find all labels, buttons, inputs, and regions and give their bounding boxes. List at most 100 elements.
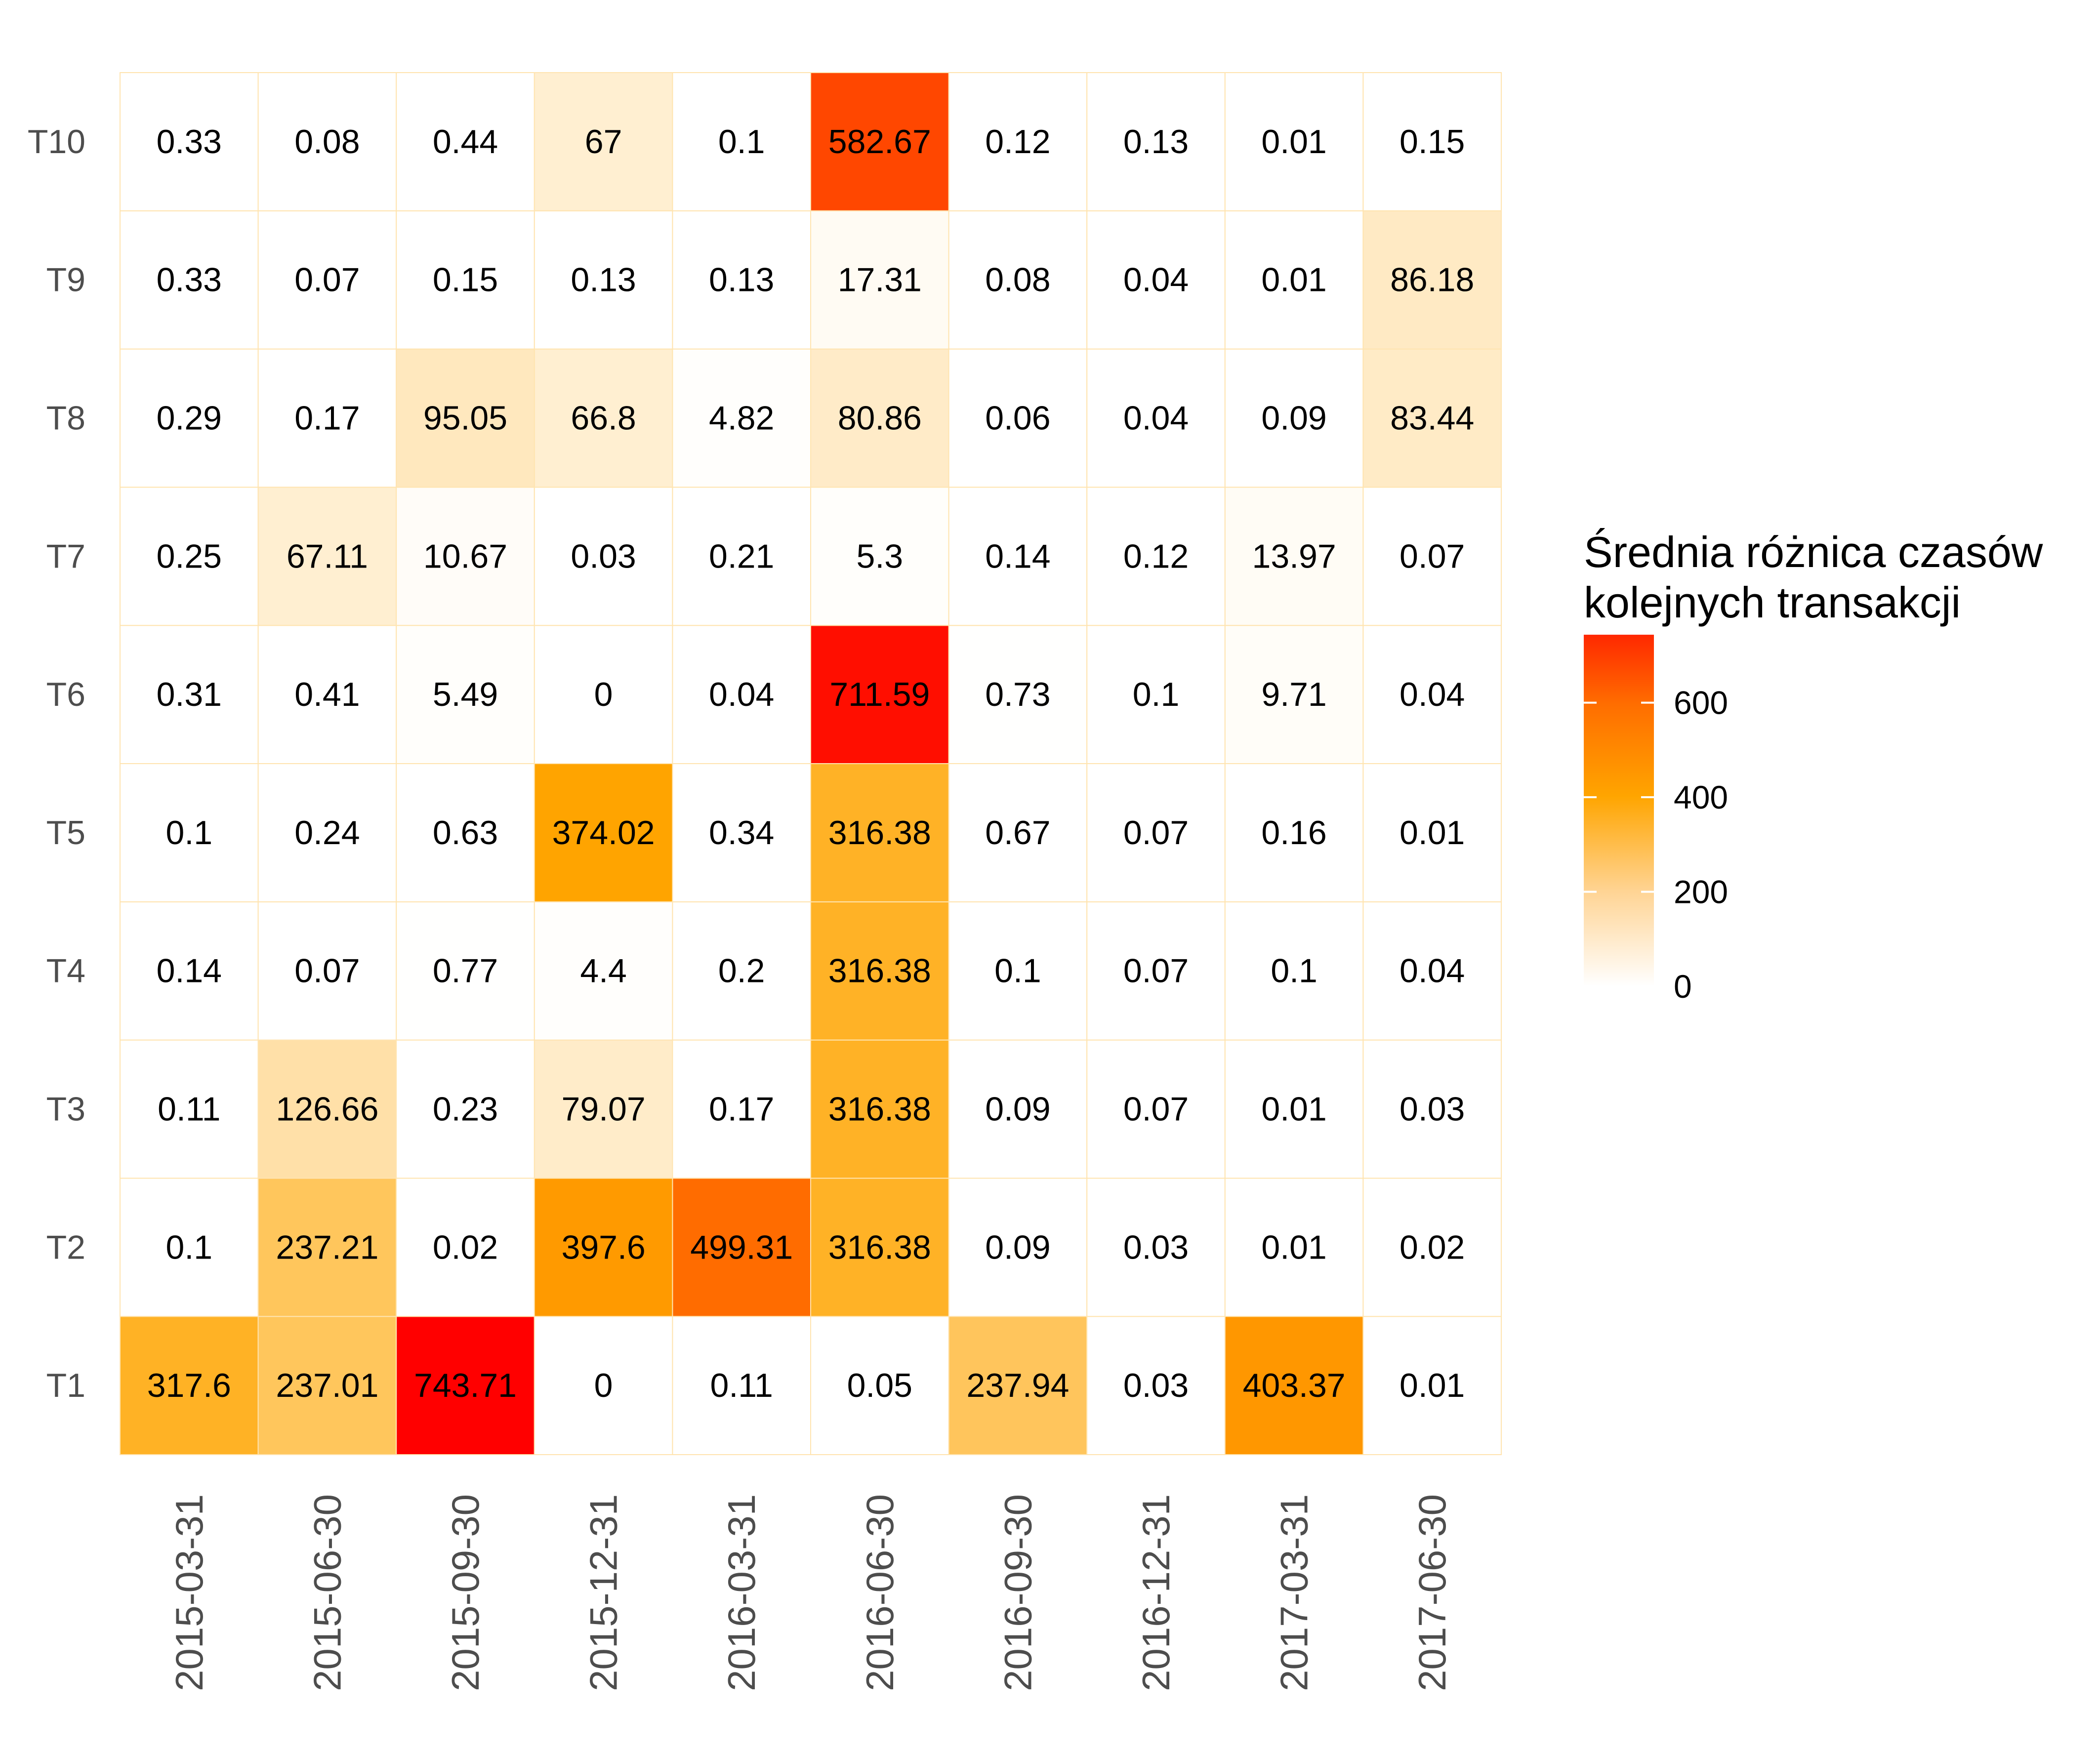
- heatmap-cell: [1362, 625, 1502, 764]
- heatmap-cell: [810, 487, 949, 626]
- cell-value-label: 0.29: [157, 400, 222, 437]
- x-tick-label: 2016-03-31: [720, 1494, 763, 1691]
- cell-value-label: 5.3: [857, 537, 904, 575]
- x-tick-label: 2015-03-31: [167, 1494, 211, 1691]
- cell-value-label: 0.07: [1123, 814, 1189, 852]
- heatmap-cell: [396, 1039, 535, 1179]
- heatmap-cell: [948, 901, 1088, 1041]
- cell-value-label: 0.11: [710, 1367, 773, 1404]
- cell-value-label: 13.97: [1252, 537, 1336, 575]
- heatmap-cell: [257, 1316, 397, 1455]
- legend-colorbar: [1584, 635, 1654, 986]
- cell-value-label: 0: [594, 676, 613, 713]
- heatmap-cell: [948, 763, 1088, 902]
- cell-value-label: 0.33: [157, 123, 222, 161]
- heatmap-cell: [1362, 72, 1502, 211]
- cell-value-label: 317.6: [147, 1367, 231, 1404]
- y-tick-label: T2: [46, 1228, 85, 1266]
- cell-value-label: 711.59: [829, 676, 930, 713]
- cell-value-label: 0: [594, 1367, 613, 1404]
- heatmap-cell: [1086, 763, 1226, 902]
- cell-value-label: 0.09: [985, 1091, 1050, 1128]
- y-tick-label: T1: [46, 1367, 85, 1404]
- heatmap-cell: [120, 1316, 259, 1455]
- cell-value-label: 0.04: [709, 676, 774, 713]
- cell-value-label: 0.1: [166, 1228, 213, 1266]
- cell-value-label: 0.2: [718, 952, 765, 990]
- color-legend: Średnia różnica czasów kolejnych transak…: [1584, 528, 2043, 1005]
- cell-value-label: 0.07: [294, 261, 360, 299]
- cell-value-label: 0.02: [433, 1228, 498, 1266]
- x-tick-label: 2017-06-30: [1410, 1494, 1454, 1691]
- cell-value-label: 0.17: [294, 400, 360, 437]
- cell-value-label: 403.37: [1243, 1367, 1346, 1404]
- cell-value-label: 316.38: [828, 952, 931, 990]
- cell-value-label: 0.31: [157, 676, 222, 713]
- cell-value-label: 0.73: [985, 676, 1050, 713]
- heatmap-cell: [1362, 1039, 1502, 1179]
- heatmap-cell: [120, 72, 259, 211]
- cell-value-label: 0.44: [433, 123, 498, 161]
- cell-value-label: 0.13: [1123, 123, 1189, 161]
- heatmap-cell: [1086, 1039, 1226, 1179]
- heatmap-cell: [1224, 1316, 1364, 1455]
- cell-value-label: 0.01: [1261, 1091, 1326, 1128]
- heatmap-cell: [1224, 72, 1364, 211]
- x-tick-label: 2017-03-31: [1273, 1494, 1316, 1691]
- cell-value-label: 95.05: [423, 400, 507, 437]
- cell-value-label: 0.1: [1271, 952, 1318, 990]
- heatmap-cell: [1224, 487, 1364, 626]
- heatmap-cell: [672, 348, 812, 488]
- cell-value-label: 0.01: [1261, 261, 1326, 299]
- heatmap-cell: [810, 901, 949, 1041]
- cell-value-label: 0.01: [1400, 1367, 1465, 1404]
- legend-title-line-2: kolejnych transakcji: [1584, 578, 1961, 627]
- x-tick-label: 2015-06-30: [305, 1494, 349, 1691]
- cell-value-label: 5.49: [433, 676, 498, 713]
- heatmap-cell: [810, 348, 949, 488]
- heatmap-cell: [396, 487, 535, 626]
- heatmap-cell: [810, 763, 949, 902]
- cell-value-label: 0.09: [1261, 400, 1326, 437]
- cell-value-label: 0.1: [718, 123, 765, 161]
- heatmap-cell: [396, 348, 535, 488]
- cell-value-label: 237.01: [276, 1367, 378, 1404]
- heatmap-cell: [257, 487, 397, 626]
- cell-value-label: 0.23: [433, 1091, 498, 1128]
- cell-value-label: 0.33: [157, 261, 222, 299]
- cell-value-label: 0.63: [433, 814, 498, 852]
- heatmap-cell: [948, 1316, 1088, 1455]
- cell-value-label: 0.04: [1123, 400, 1189, 437]
- cell-value-label: 0.1: [1133, 676, 1180, 713]
- heatmap-cell: [1086, 210, 1226, 350]
- legend-tick-label: 400: [1674, 779, 1728, 815]
- heatmap-cell: [534, 487, 673, 626]
- heatmap-cell: [810, 1178, 949, 1317]
- heatmap-cell: [1086, 901, 1226, 1041]
- heatmap-cell: [948, 72, 1088, 211]
- cell-value-label: 0.03: [1123, 1367, 1189, 1404]
- heatmap-cell: [1362, 348, 1502, 488]
- heatmap-cell: [1224, 348, 1364, 488]
- y-axis-labels: T1 T2 T3 T4 T5 T6 T7 T8 T9 T10: [28, 123, 85, 1404]
- heatmap-cell: [1224, 763, 1364, 902]
- heatmap-cell: [948, 487, 1088, 626]
- cell-value-label: 0.77: [433, 952, 498, 990]
- cell-value-label: 83.44: [1390, 400, 1474, 437]
- cell-value-label: 4.4: [580, 952, 627, 990]
- heatmap-cell: [1362, 210, 1502, 350]
- heatmap-cell: [1362, 1178, 1502, 1317]
- heatmap-cell: [257, 763, 397, 902]
- legend-title-line-1: Średnia różnica czasów: [1584, 528, 2043, 576]
- heatmap-cell: [534, 210, 673, 350]
- cell-value-label: 0.03: [571, 537, 636, 575]
- heatmap-cell: [672, 210, 812, 350]
- x-tick-label: 2016-06-30: [858, 1494, 902, 1691]
- heatmap-cell: [257, 348, 397, 488]
- y-tick-label: T7: [46, 537, 85, 575]
- cell-value-label: 0.13: [709, 261, 774, 299]
- x-axis-labels: 2015-03-31 2015-06-30 2015-09-30 2015-12-31…: [167, 1494, 1454, 1691]
- cell-value-label: 0.41: [294, 676, 360, 713]
- cell-value-label: 17.31: [838, 261, 922, 299]
- heatmap-cell: [1224, 1178, 1364, 1317]
